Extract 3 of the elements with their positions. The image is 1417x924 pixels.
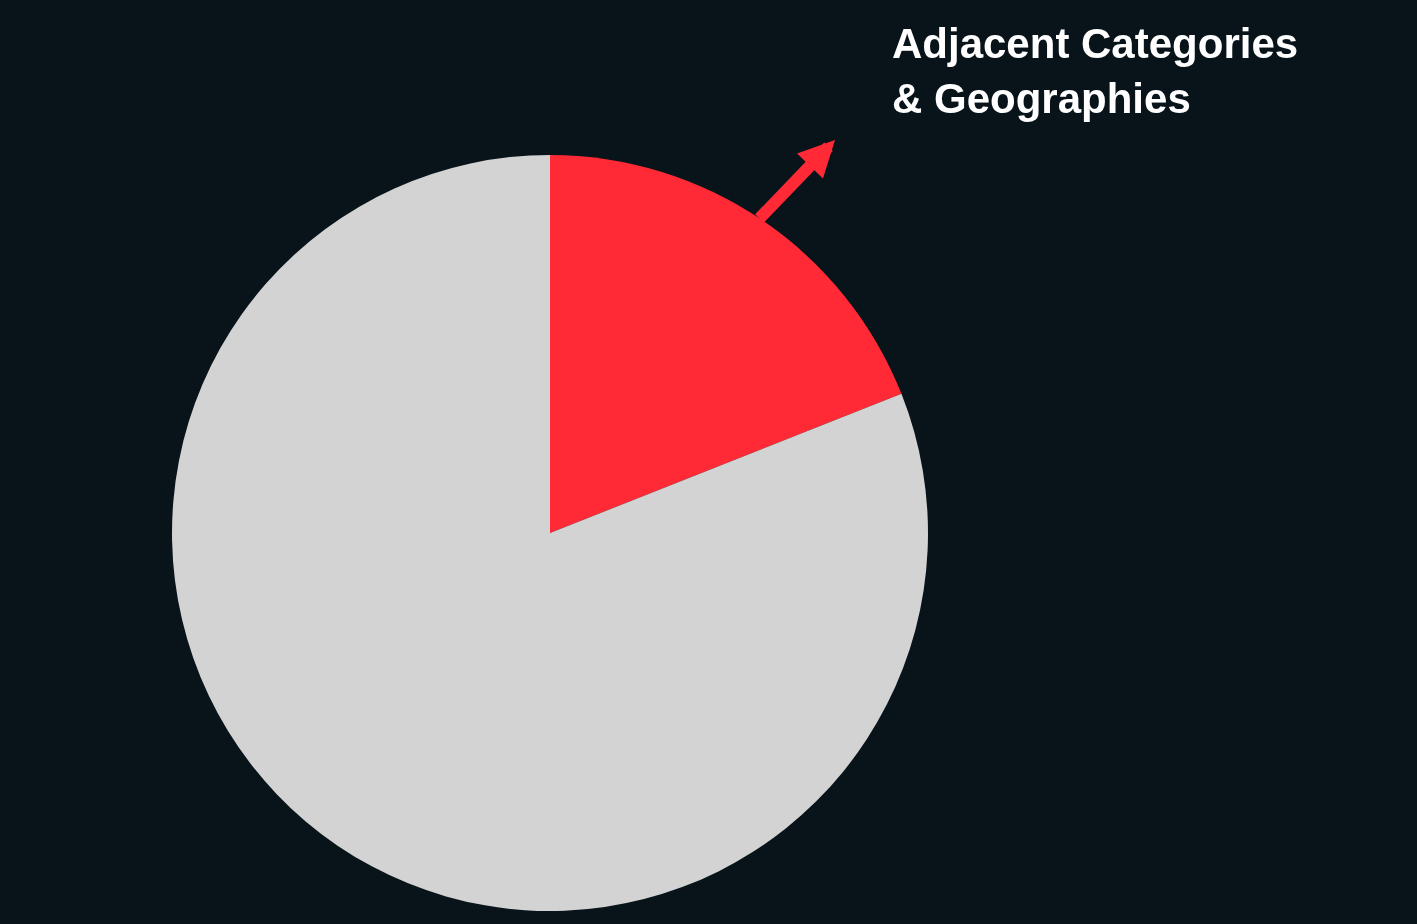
pie-slice bbox=[550, 155, 902, 533]
pie-slice bbox=[172, 155, 928, 911]
slice-label: Adjacent Categories & Geographies bbox=[892, 20, 1299, 122]
